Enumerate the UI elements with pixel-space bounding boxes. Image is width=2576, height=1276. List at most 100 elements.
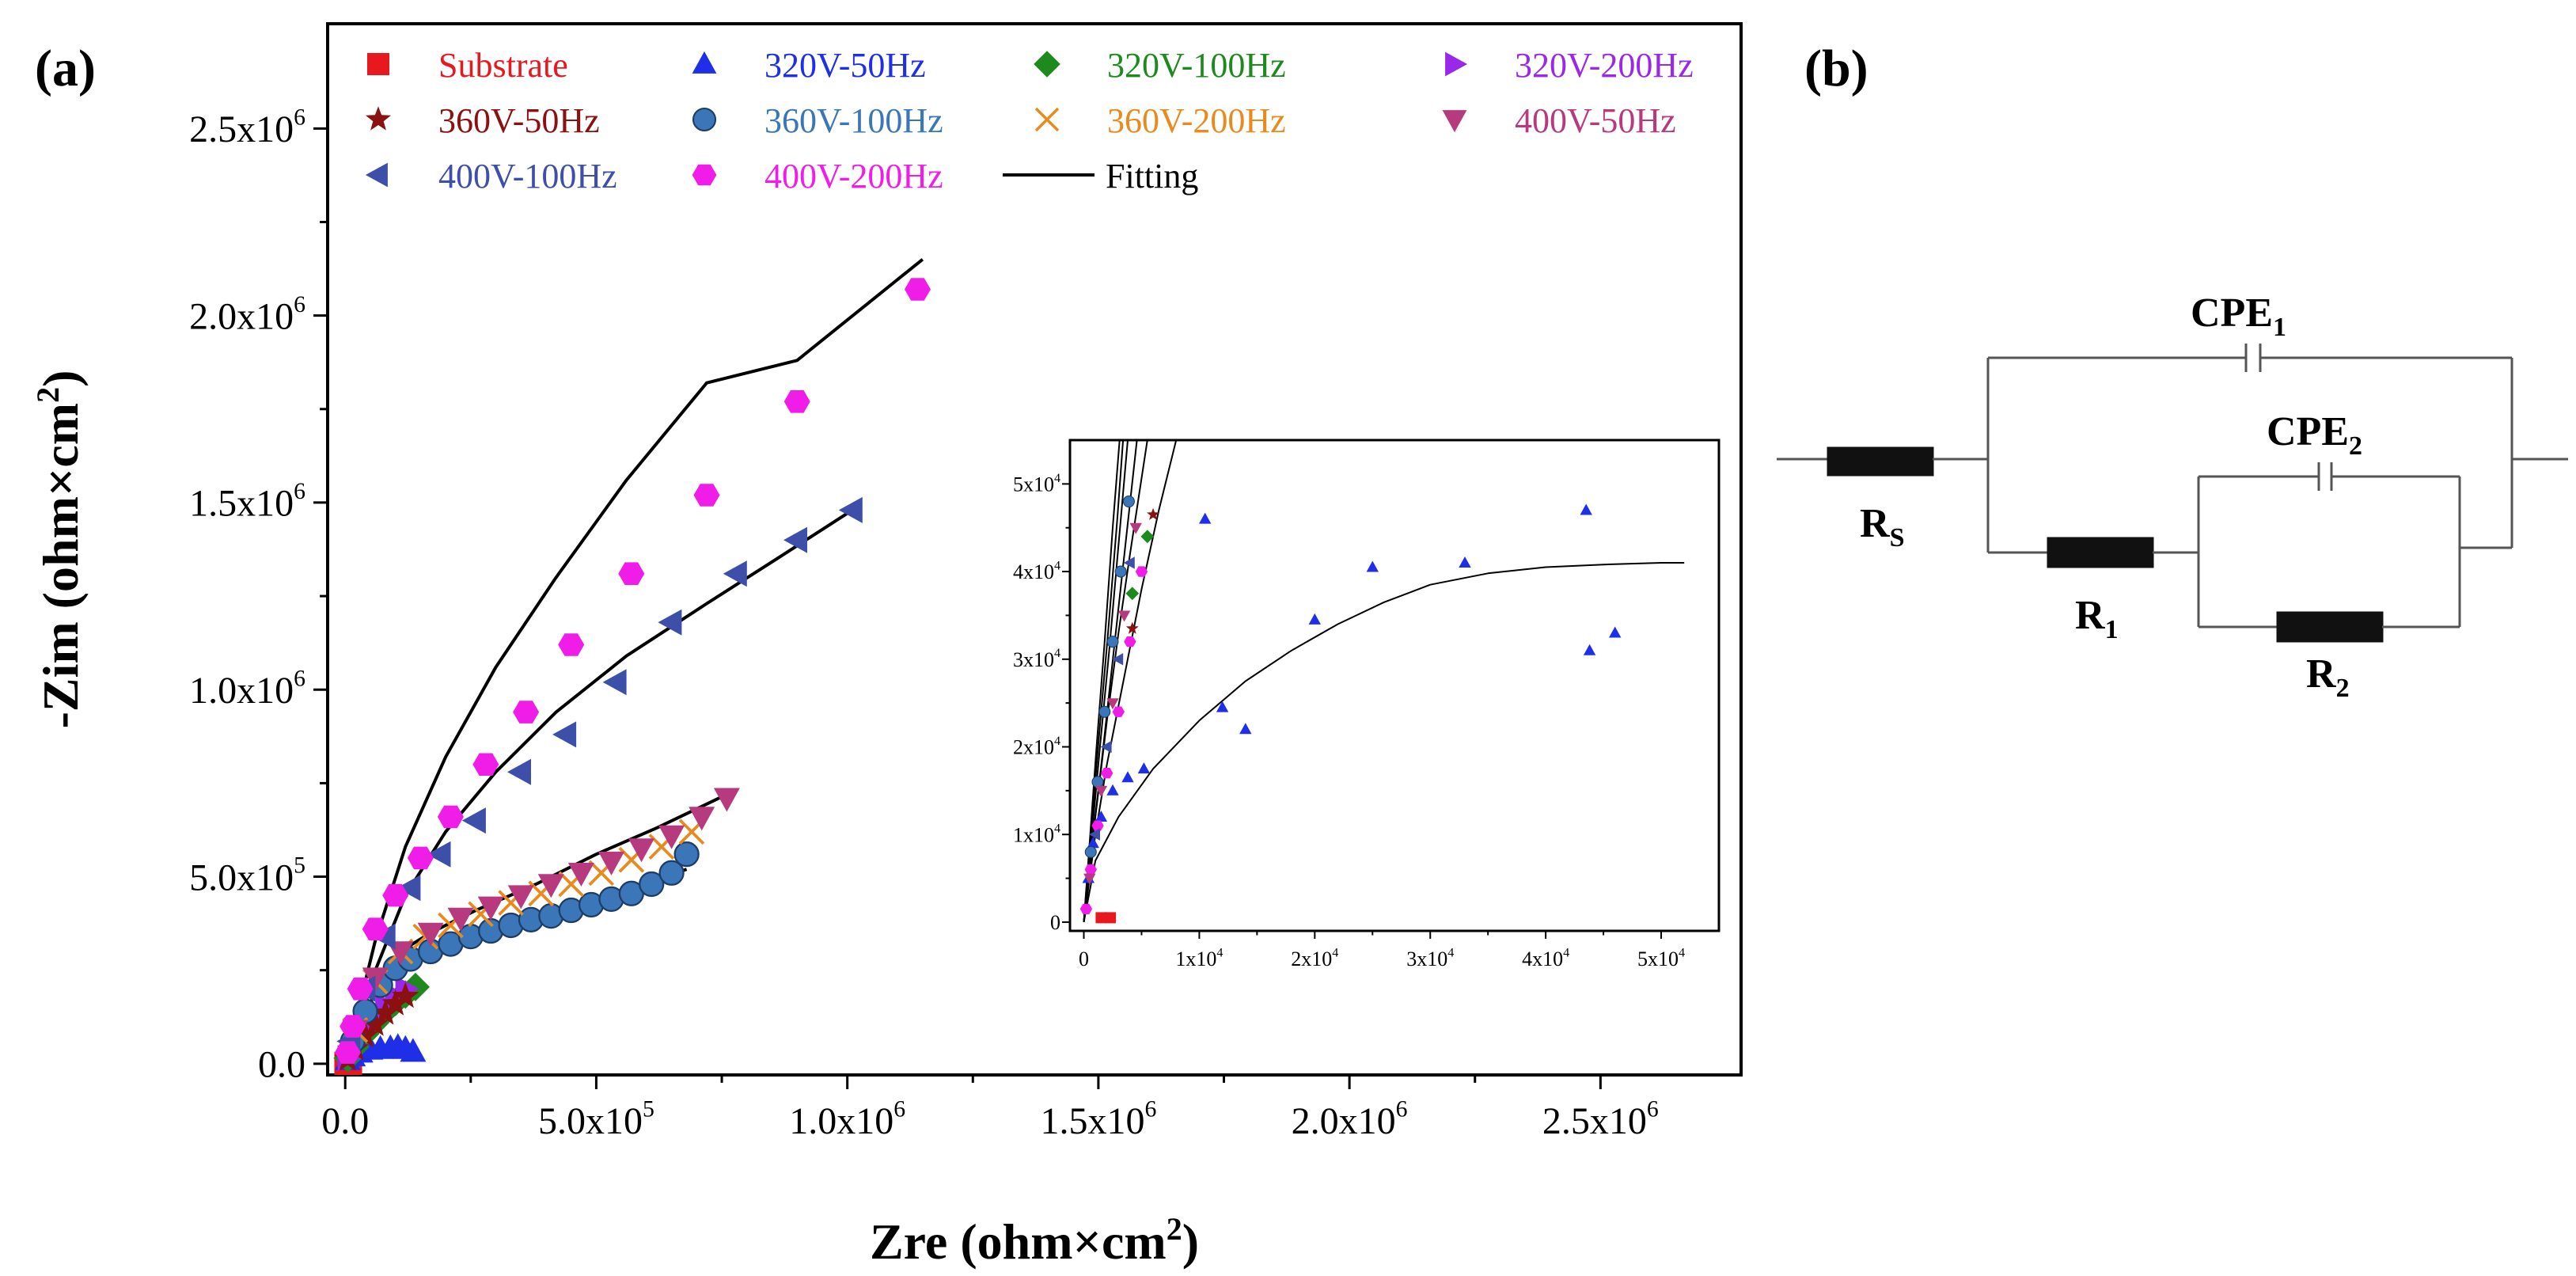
- main-point-400v-50hz: [567, 863, 594, 887]
- inset-x-tick-label: 0: [1079, 948, 1089, 970]
- main-point-400v-200hz: [382, 883, 409, 907]
- main-point-360v-100hz: [639, 871, 665, 898]
- inset-point-400v-200hz: [1124, 636, 1136, 647]
- inset-point-320v-50hz: [1239, 723, 1252, 735]
- main-y-tick-label: 2.5x106: [189, 104, 305, 151]
- main-data-points: [333, 278, 931, 1075]
- main-point-360v-50hz: [381, 989, 409, 1016]
- main-point-400v-100hz: [396, 875, 421, 902]
- legend-marker-400v-50hz: [1442, 110, 1467, 133]
- inset-point-400v-100hz: [1112, 653, 1124, 666]
- main-point-400v-100hz: [723, 560, 747, 587]
- main-point-400v-200hz: [362, 917, 389, 940]
- legend-marker-400v-100hz: [365, 162, 388, 188]
- main-point-400v-50hz: [658, 825, 685, 849]
- inset-y-tick-label: 0: [1050, 911, 1060, 934]
- main-point-400v-50hz: [507, 885, 534, 910]
- equivalent-circuit: [1777, 344, 2568, 643]
- main-point-360v-50hz: [392, 982, 419, 1008]
- inset-point-320v-50hz: [1308, 613, 1321, 625]
- inset-y-tick-label: 2x104: [1013, 735, 1060, 759]
- inset-point-360v-100hz: [1084, 845, 1097, 858]
- main-point-400v-200hz: [618, 562, 645, 585]
- inset-y-tick-label: 3x104: [1013, 647, 1060, 671]
- inset-y-tick-label: 4x104: [1013, 559, 1060, 583]
- rs-label: RS: [1860, 501, 1904, 553]
- legend-marker-360v-50hz: [366, 106, 391, 131]
- main-point-400v-200hz: [905, 278, 931, 301]
- main-y-tick-label: 1.5x106: [189, 478, 305, 525]
- resistor-r1: [2047, 537, 2154, 568]
- main-point-400v-200hz: [693, 484, 720, 507]
- main-x-tick-label: 0.0: [321, 1100, 369, 1142]
- inset-point-320v-100hz: [1140, 530, 1155, 544]
- main-point-360v-100hz: [673, 841, 700, 868]
- legend-marker-360v-200hz: [1034, 107, 1060, 132]
- legend-label-360v-200hz: 360V-200Hz: [1107, 101, 1286, 140]
- main-point-360v-50hz: [371, 999, 400, 1025]
- inset-point-400v-200hz: [1112, 706, 1125, 717]
- main-y-tick-label: 0.0: [258, 1044, 305, 1086]
- main-point-400v-200hz: [334, 1041, 361, 1064]
- main-point-400v-100hz: [507, 758, 531, 785]
- legend-marker-substrate: [367, 53, 389, 75]
- inset-point-360v-50hz: [1147, 507, 1159, 520]
- main-point-400v-50hz: [598, 851, 624, 875]
- inset-point-400v-100hz: [1123, 556, 1135, 569]
- y-axis-label: -Zim (ohm×cm2): [30, 370, 89, 729]
- legend-label-400v-100hz: 400V-100Hz: [438, 157, 617, 196]
- main-point-400v-50hz: [713, 788, 740, 812]
- inset-point-320v-100hz: [1125, 587, 1140, 601]
- inset-point-360v-100hz: [1114, 565, 1127, 578]
- main-point-400v-50hz: [537, 874, 564, 898]
- inset-point-320v-50hz: [1609, 626, 1622, 638]
- inset-point-320v-50hz: [1459, 556, 1471, 568]
- main-plot-frame: [326, 22, 1743, 1077]
- inset-point-320v-50hz: [1095, 811, 1108, 822]
- inset-point-400v-200hz: [1079, 903, 1093, 914]
- legend-label-360v-50hz: 360V-50Hz: [438, 101, 600, 140]
- inset-point-320v-50hz: [1583, 644, 1596, 655]
- main-x-tick-label: 5.0x105: [538, 1096, 654, 1142]
- inset-point-320v-50hz: [1216, 701, 1229, 712]
- legend-label-substrate: Substrate: [438, 46, 568, 85]
- inset-y-tick-label: 1x104: [1013, 822, 1060, 847]
- main-point-400v-50hz: [447, 907, 474, 932]
- inset-x-tick-label: 2x104: [1291, 946, 1338, 970]
- legend-label-360v-100hz: 360V-100Hz: [764, 101, 943, 140]
- inset-chart: 0 1x104 2x104 3x104 4x104 5x104 0 1x104 2x104 3x1…: [1013, 439, 1720, 970]
- main-point-400v-200hz: [783, 390, 810, 413]
- inset-point-320v-50hz: [1106, 784, 1119, 796]
- main-point-360v-50hz: [351, 1021, 379, 1047]
- inset-point-320v-50hz: [1580, 503, 1592, 515]
- main-chart: 0.0 5.0x105 1.0x106 1.5x106 2.0x106 2.5x106 0.…: [30, 22, 1743, 1270]
- inset-plot-frame: [1068, 439, 1720, 932]
- main-point-400v-200hz: [472, 753, 499, 776]
- legend-label-400v-50hz: 400V-50Hz: [1515, 101, 1676, 140]
- main-point-400v-100hz: [658, 609, 682, 636]
- inset-point-substrate: [1095, 912, 1107, 924]
- inset-point-substrate: [1105, 912, 1117, 924]
- main-point-400v-100hz: [838, 496, 863, 523]
- main-point-400v-50hz: [417, 922, 444, 947]
- inset-y-tick-label: 5x104: [1013, 472, 1060, 496]
- main-point-400v-200hz: [513, 701, 540, 723]
- main-y-tick-label: 2.0x106: [189, 291, 305, 338]
- inset-point-400v-50hz: [1083, 873, 1096, 885]
- inset-point-360v-100hz: [1106, 636, 1119, 648]
- main-ticks: 0.0 5.0x105 1.0x106 1.5x106 2.0x106 2.5x106 0.…: [189, 104, 1659, 1142]
- x-axis-label: Zre (ohm×cm2): [870, 1211, 1199, 1270]
- inset-point-360v-100hz: [1091, 776, 1104, 788]
- main-x-tick-label: 1.5x106: [1040, 1096, 1156, 1142]
- inset-point-400v-200hz: [1084, 864, 1097, 875]
- legend-marker-360v-100hz: [692, 107, 717, 132]
- main-point-400v-100hz: [552, 721, 577, 748]
- panel-a-label: (a): [35, 40, 96, 97]
- inset-point-400v-200hz: [1135, 566, 1148, 577]
- main-point-320v-50hz: [400, 1038, 427, 1062]
- main-point-400v-100hz: [461, 807, 486, 834]
- legend-label-320v-200hz: 320V-200Hz: [1515, 46, 1694, 85]
- inset-point-400v-200hz: [1101, 768, 1113, 779]
- main-y-tick-label: 1.0x106: [189, 665, 305, 712]
